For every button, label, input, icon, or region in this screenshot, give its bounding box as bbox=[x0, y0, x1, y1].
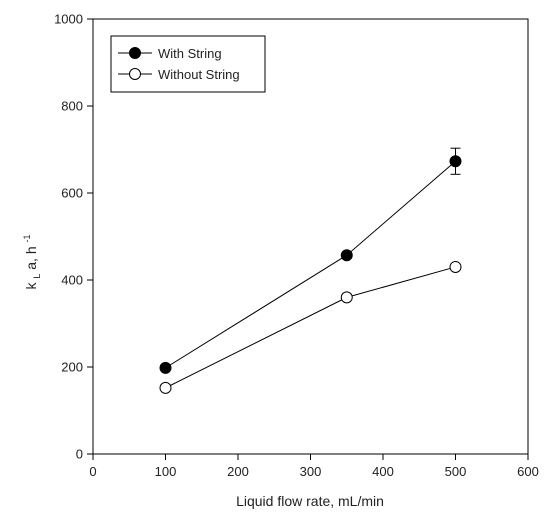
x-tick-label: 300 bbox=[300, 464, 322, 479]
series-without-string bbox=[159, 260, 462, 394]
x-axis-title: Liquid flow rate, mL/min bbox=[236, 493, 384, 509]
x-axis-ticks: 0 100 200 300 400 500 600 bbox=[89, 454, 539, 479]
data-point bbox=[449, 260, 462, 273]
series-line bbox=[165, 160, 456, 369]
legend-marker-with-string bbox=[129, 47, 141, 59]
x-tick-label: 500 bbox=[445, 464, 467, 479]
data-point bbox=[340, 291, 353, 304]
series-line bbox=[165, 266, 456, 389]
y-axis-title-superscript: -1 bbox=[22, 234, 32, 242]
y-tick-label: 200 bbox=[61, 360, 83, 375]
data-point bbox=[449, 155, 462, 168]
legend-label-with-string: With String bbox=[158, 46, 222, 61]
data-point bbox=[159, 381, 172, 394]
x-tick-label: 600 bbox=[517, 464, 539, 479]
legend-box bbox=[110, 35, 266, 93]
x-tick-label: 400 bbox=[372, 464, 394, 479]
data-point bbox=[340, 249, 353, 262]
legend-label-without-string: Without String bbox=[158, 67, 240, 82]
y-tick-label: 800 bbox=[61, 99, 83, 114]
y-axis-title: k L a, h -1 bbox=[22, 234, 43, 289]
x-tick-label: 100 bbox=[155, 464, 177, 479]
y-tick-label: 0 bbox=[76, 447, 83, 462]
y-axis-title-subscript: L bbox=[32, 274, 42, 279]
series-with-string bbox=[159, 147, 462, 374]
series-layer bbox=[159, 147, 462, 394]
data-point bbox=[159, 361, 172, 374]
y-axis-title-main: k bbox=[23, 282, 39, 290]
y-tick-label: 400 bbox=[61, 273, 83, 288]
y-axis-title-rest: a, h bbox=[23, 246, 39, 269]
y-tick-label: 600 bbox=[61, 186, 83, 201]
x-tick-label: 200 bbox=[227, 464, 249, 479]
x-tick-label: 0 bbox=[89, 464, 96, 479]
y-tick-label: 1000 bbox=[54, 12, 83, 27]
legend-marker-without-string bbox=[129, 68, 141, 80]
legend: With String Without String bbox=[110, 35, 266, 93]
y-axis-ticks: 0 200 400 600 800 1000 bbox=[54, 12, 93, 462]
